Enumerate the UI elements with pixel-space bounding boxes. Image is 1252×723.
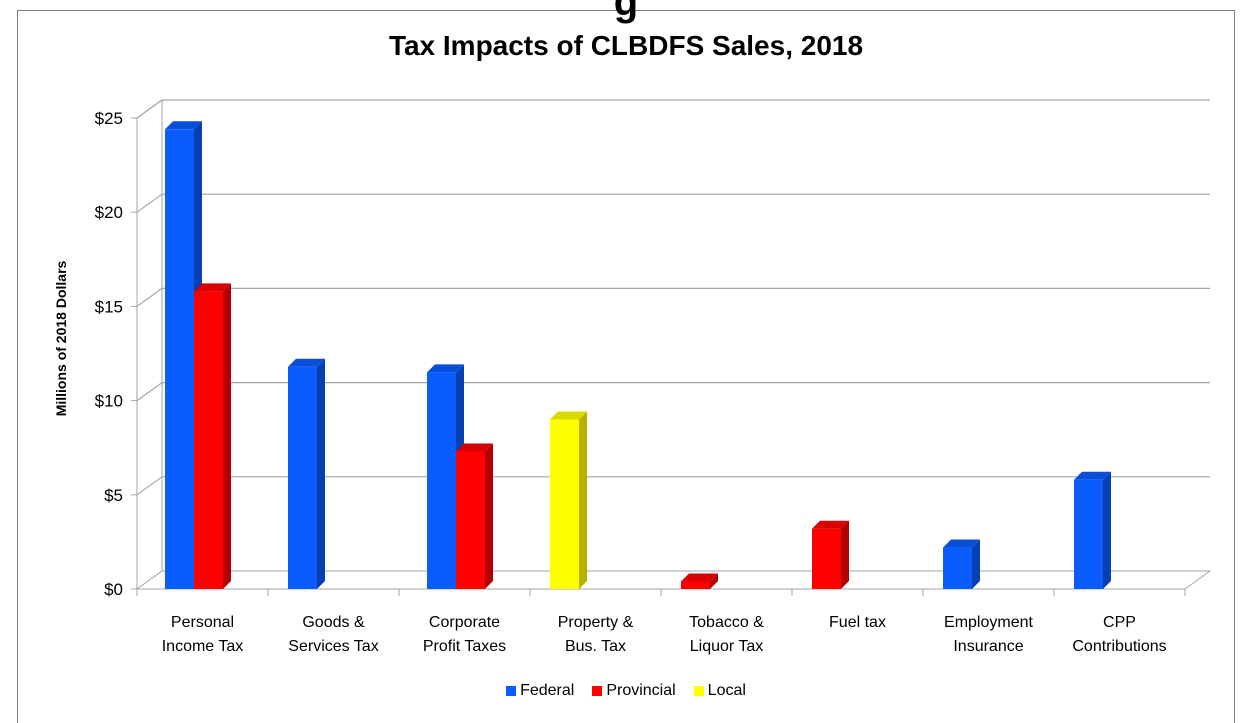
legend-item: Provincial xyxy=(592,682,675,700)
legend-label: Local xyxy=(708,682,746,700)
bar xyxy=(812,529,841,589)
x-tick-label: Income Tax xyxy=(162,638,244,655)
x-tick-label: Profit Taxes xyxy=(423,638,506,655)
y-tick-label: $5 xyxy=(104,486,123,505)
legend-swatch xyxy=(592,686,602,696)
x-tick-label: Fuel tax xyxy=(829,614,886,631)
bar xyxy=(427,372,456,589)
x-tick-label: Liquor Tax xyxy=(690,638,764,655)
y-tick-label: $20 xyxy=(95,203,123,222)
chart-legend: Federal Provincial Local xyxy=(0,682,1252,700)
bar xyxy=(194,291,223,589)
bar xyxy=(943,548,972,589)
legend-item: Local xyxy=(694,682,746,700)
legend-swatch xyxy=(506,686,516,696)
x-tick-label: Goods & xyxy=(302,614,365,631)
x-tick-label: Contributions xyxy=(1072,638,1166,655)
y-axis-title: Millions of 2018 Dollars xyxy=(53,260,69,416)
bar xyxy=(165,129,194,589)
legend-label: Federal xyxy=(520,682,574,700)
x-tick-label: Personal xyxy=(171,614,234,631)
x-tick-label: Bus. Tax xyxy=(565,638,626,655)
bar xyxy=(550,419,579,589)
bar-side xyxy=(841,521,849,589)
y-tick-label: $10 xyxy=(95,392,123,411)
chart-side-wall xyxy=(137,100,162,589)
bar xyxy=(456,451,485,589)
legend-label: Provincial xyxy=(606,682,675,700)
y-tick-label: $25 xyxy=(95,109,123,128)
bar-side xyxy=(317,359,325,589)
bar xyxy=(1074,480,1103,589)
bar-side xyxy=(223,283,231,589)
x-tick-label: Tobacco & xyxy=(689,614,764,631)
bar-side xyxy=(579,411,587,589)
bar-side xyxy=(485,443,493,589)
bar-side xyxy=(972,540,980,589)
x-tick-label: Employment xyxy=(944,614,1033,631)
x-tick-label: CPP xyxy=(1103,614,1136,631)
y-tick-label: $15 xyxy=(95,297,123,316)
bar xyxy=(288,367,317,589)
x-tick-label: Insurance xyxy=(953,638,1023,655)
bar-side xyxy=(1103,472,1111,589)
y-tick-label: $0 xyxy=(104,580,123,599)
x-tick-label: Services Tax xyxy=(288,638,378,655)
legend-swatch xyxy=(694,686,704,696)
x-tick-label: Corporate xyxy=(429,614,500,631)
legend-item: Federal xyxy=(506,682,574,700)
bar xyxy=(681,581,710,589)
x-tick-label: Property & xyxy=(558,614,634,631)
